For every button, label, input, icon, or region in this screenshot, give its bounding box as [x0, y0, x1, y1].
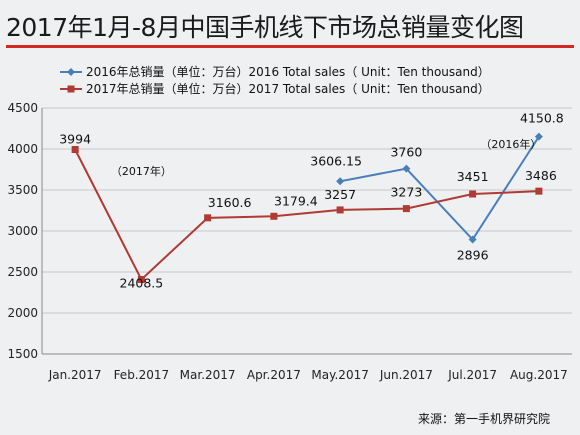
- y-axis-ticks: 1500 2000 2500 3000 3500 4000 4500: [7, 101, 38, 361]
- data-point-2016: [402, 164, 411, 173]
- data-point-2017: [402, 205, 410, 213]
- axes: [41, 108, 572, 355]
- data-point-2016: [534, 132, 543, 141]
- legend-marker-diamond: [67, 68, 75, 76]
- x-axis-ticks: Jan.2017 Feb.2017 Mar.2017 Apr.2017 May.2017…: [48, 368, 568, 382]
- legend: 2016年总销量（单位：万台）2016 Total sales（ Unit：Te…: [60, 64, 490, 96]
- x-tick-label: Jul.2017: [447, 368, 497, 382]
- data-point-2017: [204, 214, 212, 222]
- series-line-2017: [74, 149, 539, 282]
- data-labels: 3606.15 3760 2896 4150.8 3994 2408.5 3160.6 317…: [59, 111, 564, 291]
- data-label: 3179.4: [274, 193, 318, 208]
- x-tick-label: Mar.2017: [180, 368, 236, 382]
- data-label: 4150.8: [520, 111, 564, 126]
- data-label: 2408.5: [120, 276, 164, 291]
- x-tick-label: Feb.2017: [114, 368, 170, 382]
- y-tick-label: 4500: [7, 101, 38, 115]
- y-tick-label: 3000: [7, 224, 38, 238]
- title-underline: [6, 45, 574, 48]
- legend-label: 2017年总销量（单位：万台）2017 Total sales（ Unit：Te…: [86, 81, 490, 96]
- source-note: 来源：第一手机界研究院: [417, 412, 550, 426]
- annotation: （2017年）: [111, 164, 172, 178]
- data-point-2017: [270, 212, 278, 220]
- y-tick-label: 1500: [7, 347, 38, 361]
- data-point-2017: [535, 187, 543, 195]
- data-point-2016: [468, 235, 477, 244]
- chart-title: 2017年1月-8月中国手机线下市场总销量变化图: [6, 13, 524, 42]
- annotations: （2017年） （2016年）: [111, 137, 542, 178]
- data-label: 2896: [457, 248, 489, 263]
- data-label: 3606.15: [310, 153, 362, 168]
- data-label: 3486: [525, 168, 557, 183]
- data-point-2017: [71, 145, 79, 153]
- x-tick-label: Aug.2017: [510, 368, 568, 382]
- y-tick-label: 2000: [7, 306, 38, 320]
- data-point-2017: [137, 276, 145, 284]
- y-tick-label: 4000: [7, 142, 38, 156]
- series-group: [71, 132, 543, 284]
- data-label: 3257: [324, 187, 356, 202]
- data-label: 3451: [457, 169, 489, 184]
- annotation: （2016年）: [480, 137, 541, 151]
- legend-label: 2016年总销量（单位：万台）2016 Total sales（ Unit：Te…: [86, 64, 490, 79]
- data-label: 3160.6: [208, 195, 252, 210]
- data-label: 3760: [390, 145, 422, 160]
- x-tick-label: Jan.2017: [48, 368, 102, 382]
- data-point-2017: [469, 190, 477, 198]
- x-tick-label: Apr.2017: [247, 368, 301, 382]
- data-label: 3273: [390, 185, 422, 200]
- data-point-2016: [336, 177, 345, 186]
- data-point-2017: [336, 206, 344, 214]
- y-tick-label: 3500: [7, 183, 38, 197]
- legend-marker-square: [67, 85, 75, 93]
- data-label: 3994: [59, 131, 91, 146]
- series-line-2016: [339, 136, 540, 242]
- x-tick-label: Jun.2017: [379, 368, 433, 382]
- y-tick-label: 2500: [7, 265, 38, 279]
- x-tick-label: May.2017: [311, 368, 368, 382]
